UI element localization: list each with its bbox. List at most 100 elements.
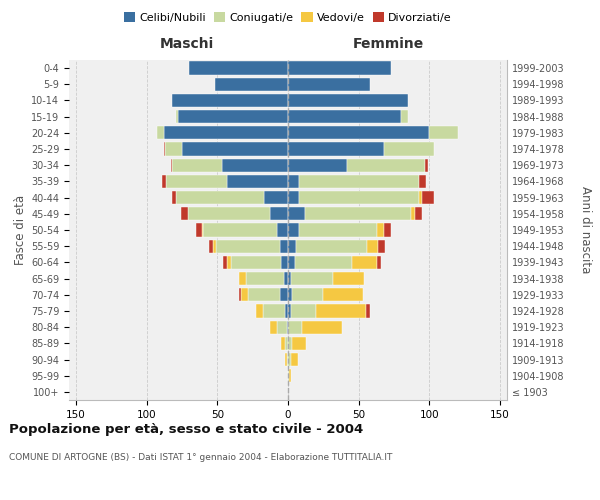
Bar bbox=[384, 224, 391, 236]
Bar bbox=[172, 158, 221, 172]
Bar bbox=[299, 224, 377, 236]
Bar bbox=[288, 126, 429, 140]
Bar bbox=[172, 94, 288, 107]
Bar bbox=[401, 110, 408, 124]
Bar bbox=[288, 240, 296, 253]
Bar bbox=[288, 353, 291, 366]
Bar bbox=[288, 369, 289, 382]
Bar bbox=[288, 110, 401, 124]
Bar bbox=[227, 256, 232, 269]
Text: Popolazione per età, sesso e stato civile - 2004: Popolazione per età, sesso e stato civil… bbox=[9, 422, 363, 436]
Bar bbox=[196, 224, 202, 236]
Bar bbox=[241, 288, 248, 302]
Bar bbox=[305, 207, 411, 220]
Bar bbox=[422, 191, 434, 204]
Bar bbox=[288, 320, 302, 334]
Bar bbox=[213, 240, 216, 253]
Bar bbox=[221, 158, 288, 172]
Bar bbox=[239, 288, 241, 302]
Bar bbox=[202, 224, 203, 236]
Bar bbox=[176, 110, 178, 124]
Bar bbox=[232, 256, 281, 269]
Bar bbox=[288, 94, 408, 107]
Text: COMUNE DI ARTOGNE (BS) - Dati ISTAT 1° gennaio 2004 - Elaborazione TUTTITALIA.IT: COMUNE DI ARTOGNE (BS) - Dati ISTAT 1° g… bbox=[9, 452, 392, 462]
Bar bbox=[166, 175, 227, 188]
Bar bbox=[347, 158, 425, 172]
Bar bbox=[333, 272, 364, 285]
Bar bbox=[287, 320, 288, 334]
Bar bbox=[172, 191, 176, 204]
Bar bbox=[164, 126, 288, 140]
Bar bbox=[285, 353, 287, 366]
Bar bbox=[316, 304, 366, 318]
Bar bbox=[429, 126, 458, 140]
Bar bbox=[227, 175, 288, 188]
Bar bbox=[288, 207, 305, 220]
Bar bbox=[367, 240, 379, 253]
Bar bbox=[245, 272, 284, 285]
Bar bbox=[162, 175, 166, 188]
Bar bbox=[288, 224, 299, 236]
Bar bbox=[291, 353, 298, 366]
Bar bbox=[182, 142, 288, 156]
Bar bbox=[323, 288, 363, 302]
Bar bbox=[288, 336, 292, 350]
Bar bbox=[377, 256, 381, 269]
Bar bbox=[289, 369, 291, 382]
Bar bbox=[288, 175, 299, 188]
Bar bbox=[239, 272, 245, 285]
Bar bbox=[209, 240, 213, 253]
Bar bbox=[284, 272, 288, 285]
Bar bbox=[302, 320, 341, 334]
Bar bbox=[291, 272, 333, 285]
Bar bbox=[223, 256, 227, 269]
Bar bbox=[188, 207, 269, 220]
Text: Maschi: Maschi bbox=[160, 38, 214, 52]
Bar bbox=[269, 320, 277, 334]
Legend: Celibi/Nubili, Coniugati/e, Vedovi/e, Divorziati/e: Celibi/Nubili, Coniugati/e, Vedovi/e, Di… bbox=[120, 8, 456, 28]
Bar bbox=[384, 142, 434, 156]
Bar bbox=[264, 191, 288, 204]
Y-axis label: Anni di nascita: Anni di nascita bbox=[578, 186, 592, 274]
Bar bbox=[352, 256, 377, 269]
Bar bbox=[366, 304, 370, 318]
Bar bbox=[215, 78, 288, 91]
Bar bbox=[288, 78, 370, 91]
Bar bbox=[288, 62, 391, 74]
Bar bbox=[291, 304, 316, 318]
Bar bbox=[256, 304, 263, 318]
Bar bbox=[295, 256, 352, 269]
Bar bbox=[285, 336, 288, 350]
Bar bbox=[377, 224, 384, 236]
Bar bbox=[165, 142, 182, 156]
Bar bbox=[411, 207, 415, 220]
Bar bbox=[288, 142, 384, 156]
Text: Femmine: Femmine bbox=[353, 38, 424, 52]
Bar bbox=[178, 110, 288, 124]
Bar bbox=[299, 191, 419, 204]
Bar bbox=[415, 207, 422, 220]
Bar bbox=[288, 288, 292, 302]
Bar bbox=[277, 320, 287, 334]
Bar bbox=[296, 240, 367, 253]
Bar bbox=[288, 158, 347, 172]
Bar bbox=[280, 240, 288, 253]
Bar bbox=[203, 224, 277, 236]
Bar bbox=[379, 240, 385, 253]
Bar bbox=[263, 304, 285, 318]
Bar bbox=[248, 288, 280, 302]
Bar bbox=[189, 62, 288, 74]
Bar bbox=[288, 256, 295, 269]
Bar bbox=[269, 207, 288, 220]
Bar bbox=[287, 353, 288, 366]
Bar bbox=[277, 224, 288, 236]
Y-axis label: Fasce di età: Fasce di età bbox=[14, 195, 27, 265]
Bar bbox=[171, 158, 172, 172]
Bar bbox=[299, 175, 419, 188]
Bar bbox=[288, 272, 291, 285]
Bar bbox=[281, 336, 285, 350]
Bar bbox=[292, 288, 323, 302]
Bar bbox=[292, 336, 307, 350]
Bar bbox=[164, 142, 165, 156]
Bar bbox=[157, 126, 164, 140]
